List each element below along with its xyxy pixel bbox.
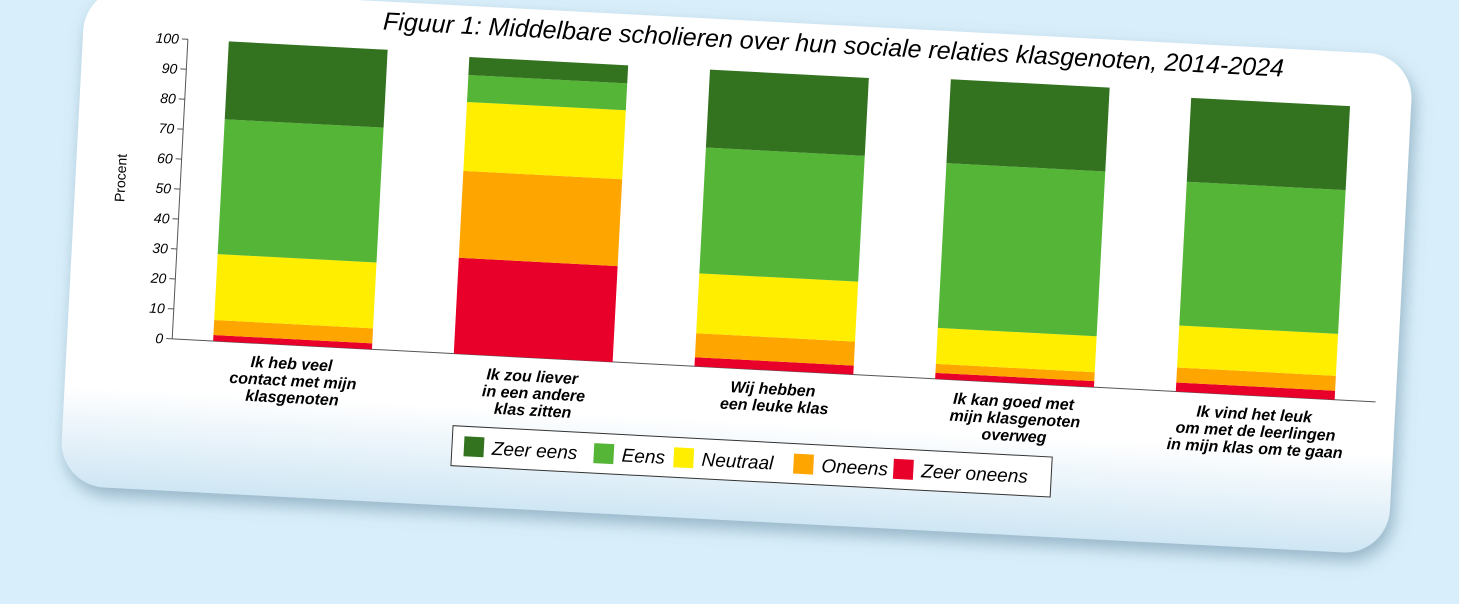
bar-segment <box>214 254 376 328</box>
bar-segment <box>218 119 384 262</box>
bar-segment <box>459 171 622 266</box>
legend-label: Oneens <box>821 456 889 480</box>
y-tick-label: 30 <box>152 240 169 257</box>
x-tick-label: Ik zou liever in een andere klas zitten <box>476 366 586 423</box>
y-tick-label: 50 <box>155 180 172 197</box>
y-tick-label: 60 <box>157 150 174 167</box>
y-tick-label: 80 <box>160 90 177 107</box>
y-tick-label: 70 <box>158 120 175 137</box>
bar-segment <box>225 41 388 127</box>
y-tick-label: 10 <box>149 300 166 317</box>
bar-segment <box>1187 98 1350 190</box>
legend-swatch <box>593 443 614 464</box>
bar-segment <box>454 258 618 362</box>
card: Figuur 1: Middelbare scholieren over hun… <box>59 0 1413 555</box>
y-axis-label: Procent <box>111 153 130 202</box>
legend-label: Neutraal <box>701 450 775 475</box>
bar-segment <box>938 163 1105 336</box>
y-tick-label: 90 <box>161 60 178 77</box>
bar-segment <box>699 148 864 282</box>
legend-swatch <box>673 447 694 468</box>
y-tick-label: 0 <box>155 330 164 346</box>
bar-segment <box>946 79 1109 171</box>
bar-segment <box>1177 326 1338 376</box>
bar-segment <box>696 273 858 341</box>
legend-swatch <box>893 459 914 480</box>
y-tick-label: 20 <box>149 270 167 287</box>
y-tick-label: 40 <box>154 210 171 227</box>
legend-swatch <box>793 454 814 475</box>
x-tick-label: Wij hebben een leuke klas <box>715 378 830 418</box>
legend-swatch <box>463 436 484 457</box>
y-tick-label: 100 <box>155 30 179 47</box>
bar-segment <box>463 102 625 179</box>
bar-segment <box>706 70 869 156</box>
legend-label: Eens <box>621 446 666 469</box>
bar-segment <box>1179 182 1345 334</box>
